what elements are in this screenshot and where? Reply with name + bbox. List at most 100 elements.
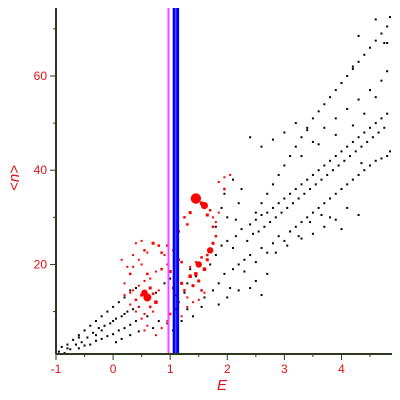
data-point-black [134,287,137,290]
data-point-black [369,126,372,129]
data-point-red [134,298,138,302]
data-point-black [374,39,377,42]
data-point-black [386,41,389,44]
data-point-black [254,261,257,264]
data-point-black [329,216,332,219]
data-point-black [231,268,234,271]
data-point-red [140,317,143,320]
data-point-black [249,136,252,139]
data-point-red [183,216,186,219]
data-point-black [271,206,274,209]
data-point-black [237,202,240,205]
data-point-black [343,159,346,162]
data-point-red [194,272,198,276]
data-point-black [369,164,372,167]
data-point-black [309,188,312,191]
data-point-black [380,117,383,120]
data-point-black [360,145,363,148]
data-point-black [152,327,155,330]
data-point-black [217,282,220,285]
data-point-black [220,206,223,209]
data-point-red [123,282,126,285]
data-point-black [240,228,243,231]
data-point-red [199,201,204,205]
data-point-black [203,296,206,299]
data-point-black [326,173,329,176]
data-point-black [331,169,334,172]
data-point-black [100,315,103,318]
data-point-red [120,258,123,261]
x-tick-label: 3 [281,362,288,376]
data-point-red [180,281,184,285]
data-point-black [289,155,292,158]
x-tick-label: 4 [338,362,345,376]
data-point-black [226,296,229,299]
data-point-black [166,322,169,325]
data-point-black [303,192,306,195]
data-point-black [231,246,234,249]
data-point-black [117,301,120,304]
data-point-red [157,244,161,247]
data-point-red [200,256,203,259]
y-tick-label: 40 [34,163,48,177]
data-point-red [211,225,215,229]
data-point-black [357,34,360,37]
data-point-red [134,242,137,245]
data-point-black [254,279,257,282]
data-point-black [289,192,292,195]
data-point-red [148,305,152,309]
data-point-red [168,312,172,316]
data-point-black [317,110,320,113]
data-point-black [363,53,366,56]
data-point-black [66,343,69,346]
data-point-black [74,343,77,346]
data-point-black [323,126,326,129]
data-point-red [140,239,143,242]
data-point-black [386,112,389,115]
data-point-black [340,188,343,191]
data-point-black [286,244,289,247]
data-point-black [183,291,186,294]
data-point-red [160,251,163,254]
data-point-black [357,136,360,139]
data-point-black [146,315,149,318]
data-point-black [60,345,63,348]
data-point-red [163,254,166,257]
data-point-black [311,140,314,143]
data-point-red [214,234,218,238]
data-point-red [132,289,135,292]
data-point-black [72,338,75,341]
data-point-red [205,258,209,262]
data-point-black [237,289,240,292]
data-point-black [129,323,132,326]
data-point-black [294,188,297,191]
data-point-black [349,155,352,158]
data-point-black [234,235,237,238]
data-point-red [143,293,152,302]
data-point-black [169,277,172,280]
data-point-red [188,274,192,278]
data-point-red [202,267,207,271]
data-point-black [134,320,137,323]
data-point-black [389,16,391,19]
data-point-red [188,211,192,215]
data-point-black [320,178,323,181]
data-point-black [346,107,349,110]
data-point-red [154,270,157,273]
data-point-black [266,211,269,214]
data-point-black [186,308,189,311]
data-point-black [77,334,80,337]
data-point-red [128,272,132,276]
data-point-black [114,317,117,320]
data-point-red [223,187,226,191]
data-point-black [231,178,234,181]
data-point-red [148,286,152,290]
data-point-black [300,237,303,240]
data-point-black [120,337,123,340]
data-point-black [334,133,337,136]
data-point-black [126,310,129,313]
data-point-black [334,192,337,195]
data-point-black [334,89,337,92]
data-point-black [260,246,263,249]
